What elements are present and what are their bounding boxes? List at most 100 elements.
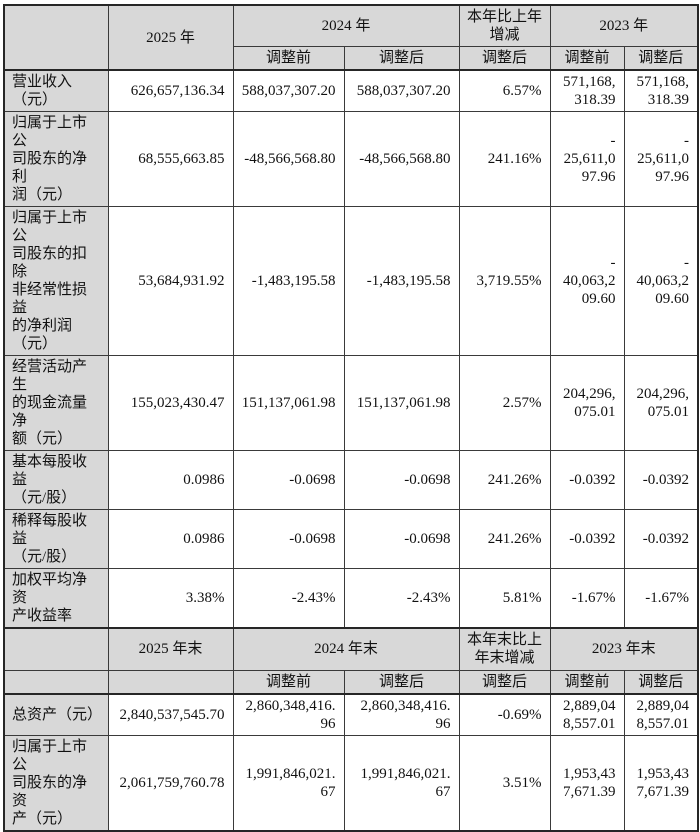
value-change: 6.57% bbox=[458, 69, 551, 112]
metric-label: 总资产（元） bbox=[3, 692, 109, 736]
yearend-subheader-change-post: 调整后 bbox=[458, 669, 551, 694]
yearend-subheader-blank-2 bbox=[107, 669, 234, 694]
value-2025: 155,023,430.47 bbox=[107, 355, 234, 451]
annual-subheader-2023-pre: 调整前 bbox=[549, 46, 625, 71]
value-2025: 626,657,136.34 bbox=[107, 69, 234, 112]
value-2023-pre: 204,296, 075.01 bbox=[549, 355, 625, 451]
annual-subheader-change-post: 调整后 bbox=[458, 46, 551, 71]
value-2025: 3.38% bbox=[107, 568, 234, 629]
table-row-basic-eps: 基本每股收益 （元/股） 0.0986 -0.0698 -0.0698 241.… bbox=[3, 450, 699, 510]
value-2024-post: -1,483,195.58 bbox=[343, 206, 460, 356]
yearend-header-blank-cell bbox=[3, 627, 109, 671]
value-2024-post: 2,860,348,416. 96 bbox=[343, 692, 460, 736]
value-2024-post: -0.0698 bbox=[343, 450, 460, 510]
metric-label: 经营活动产生 的现金流量净 额（元） bbox=[3, 355, 109, 451]
financial-comparison-table: 2025 年 2024 年 本年比上年 增减 2023 年 调整前 调整后 调整… bbox=[3, 4, 700, 832]
value-change: -0.69% bbox=[458, 692, 551, 736]
value-2024-pre: 2,860,348,416. 96 bbox=[232, 692, 345, 736]
value-2024-pre: -0.0698 bbox=[232, 509, 345, 569]
value-2024-pre: -1,483,195.58 bbox=[232, 206, 345, 356]
value-2024-post: -0.0698 bbox=[343, 509, 460, 569]
annual-header-blank-cell bbox=[3, 4, 109, 71]
value-2023-pre: - 25,611,0 97.96 bbox=[549, 111, 625, 207]
value-2023-post: 1,953,43 7,671.39 bbox=[623, 734, 699, 831]
value-2025: 0.0986 bbox=[107, 450, 234, 510]
annual-header-change: 本年比上年 增减 bbox=[458, 4, 551, 47]
value-2024-post: -2.43% bbox=[343, 568, 460, 629]
annual-header-2024: 2024 年 bbox=[232, 4, 460, 47]
value-2023-post: 204,296, 075.01 bbox=[623, 355, 699, 451]
annual-subheader-2023-post: 调整后 bbox=[623, 46, 699, 71]
yearend-subheader-blank-1 bbox=[3, 669, 109, 694]
value-2023-pre: 1,953,43 7,671.39 bbox=[549, 734, 625, 831]
value-2023-post: - 40,063,2 09.60 bbox=[623, 206, 699, 356]
metric-label: 加权平均净资 产收益率 bbox=[3, 568, 109, 629]
table-row-net-assets: 归属于上市公 司股东的净资 产（元） 2,061,759,760.78 1,99… bbox=[3, 734, 699, 831]
table-row-revenue: 营业收入 （元） 626,657,136.34 588,037,307.20 5… bbox=[3, 69, 699, 112]
metric-label: 基本每股收益 （元/股） bbox=[3, 450, 109, 510]
value-2023-pre: 2,889,04 8,557.01 bbox=[549, 692, 625, 736]
yearend-subheader-2023-post: 调整后 bbox=[623, 669, 699, 694]
yearend-subheader-2023-pre: 调整前 bbox=[549, 669, 625, 694]
value-2024-post: 151,137,061.98 bbox=[343, 355, 460, 451]
metric-label: 归属于上市公 司股东的净资 产（元） bbox=[3, 734, 109, 831]
value-change: 241.26% bbox=[458, 509, 551, 569]
value-2023-post: -1.67% bbox=[623, 568, 699, 629]
value-2023-post: -0.0392 bbox=[623, 509, 699, 569]
value-2024-pre: 151,137,061.98 bbox=[232, 355, 345, 451]
annual-header-2023: 2023 年 bbox=[549, 4, 699, 47]
value-2024-pre: 588,037,307.20 bbox=[232, 69, 345, 112]
value-2024-pre: -48,566,568.80 bbox=[232, 111, 345, 207]
annual-subheader-2024-pre: 调整前 bbox=[232, 46, 345, 71]
yearend-subheader-2024-pre: 调整前 bbox=[232, 669, 345, 694]
value-change: 3.51% bbox=[458, 734, 551, 831]
value-2023-post: 571,168, 318.39 bbox=[623, 69, 699, 112]
yearend-header-2025: 2025 年末 bbox=[107, 627, 234, 671]
table-row-net-profit: 归属于上市公 司股东的净利 润（元） 68,555,663.85 -48,566… bbox=[3, 111, 699, 207]
annual-header-years-row: 2025 年 2024 年 本年比上年 增减 2023 年 bbox=[3, 4, 699, 71]
value-2025: 68,555,663.85 bbox=[107, 111, 234, 207]
value-change: 3,719.55% bbox=[458, 206, 551, 356]
yearend-header-years-row: 2025 年末 2024 年末 本年末比上 年末增减 2023 年末 bbox=[3, 627, 699, 671]
value-2024-pre: 1,991,846,021. 67 bbox=[232, 734, 345, 831]
table-row-net-profit-excl-nonrecurring: 归属于上市公 司股东的扣除 非经常性损益 的净利润 （元） 53,684,931… bbox=[3, 206, 699, 356]
yearend-header-2023: 2023 年末 bbox=[549, 627, 699, 671]
annual-header-2025: 2025 年 bbox=[107, 4, 234, 71]
value-2025: 2,061,759,760.78 bbox=[107, 734, 234, 831]
value-2024-post: 588,037,307.20 bbox=[343, 69, 460, 112]
value-2023-post: - 25,611,0 97.96 bbox=[623, 111, 699, 207]
value-2024-pre: -0.0698 bbox=[232, 450, 345, 510]
value-2025: 2,840,537,545.70 bbox=[107, 692, 234, 736]
value-2023-pre: -1.67% bbox=[549, 568, 625, 629]
value-2023-pre: 571,168, 318.39 bbox=[549, 69, 625, 112]
metric-label: 归属于上市公 司股东的扣除 非经常性损益 的净利润 （元） bbox=[3, 206, 109, 356]
value-2025: 53,684,931.92 bbox=[107, 206, 234, 356]
value-2025: 0.0986 bbox=[107, 509, 234, 569]
table-row-operating-cash-flow: 经营活动产生 的现金流量净 额（元） 155,023,430.47 151,13… bbox=[3, 355, 699, 451]
metric-label: 稀释每股收益 （元/股） bbox=[3, 509, 109, 569]
value-2024-post: -48,566,568.80 bbox=[343, 111, 460, 207]
value-2023-pre: - 40,063,2 09.60 bbox=[549, 206, 625, 356]
value-change: 241.26% bbox=[458, 450, 551, 510]
annual-header-adjust-row: 调整前 调整后 调整后 调整前 调整后 bbox=[4, 46, 699, 71]
value-2023-pre: -0.0392 bbox=[549, 450, 625, 510]
yearend-header-2024: 2024 年末 bbox=[232, 627, 460, 671]
value-2023-post: 2,889,04 8,557.01 bbox=[623, 692, 699, 736]
value-2024-post: 1,991,846,021. 67 bbox=[343, 734, 460, 831]
value-change: 241.16% bbox=[458, 111, 551, 207]
annual-subheader-2024-post: 调整后 bbox=[343, 46, 460, 71]
metric-label: 归属于上市公 司股东的净利 润（元） bbox=[3, 111, 109, 207]
value-change: 5.81% bbox=[458, 568, 551, 629]
yearend-header-adjust-row: 调整前 调整后 调整后 调整前 调整后 bbox=[3, 669, 699, 694]
table-row-weighted-avg-roe: 加权平均净资 产收益率 3.38% -2.43% -2.43% 5.81% -1… bbox=[3, 568, 699, 629]
metric-label: 营业收入 （元） bbox=[3, 69, 109, 112]
value-2024-pre: -2.43% bbox=[232, 568, 345, 629]
yearend-subheader-2024-post: 调整后 bbox=[343, 669, 460, 694]
value-2023-pre: -0.0392 bbox=[549, 509, 625, 569]
yearend-header-change: 本年末比上 年末增减 bbox=[458, 627, 551, 671]
value-change: 2.57% bbox=[458, 355, 551, 451]
table-row-diluted-eps: 稀释每股收益 （元/股） 0.0986 -0.0698 -0.0698 241.… bbox=[3, 509, 699, 569]
table-row-total-assets: 总资产（元） 2,840,537,545.70 2,860,348,416. 9… bbox=[3, 692, 699, 736]
value-2023-post: -0.0392 bbox=[623, 450, 699, 510]
